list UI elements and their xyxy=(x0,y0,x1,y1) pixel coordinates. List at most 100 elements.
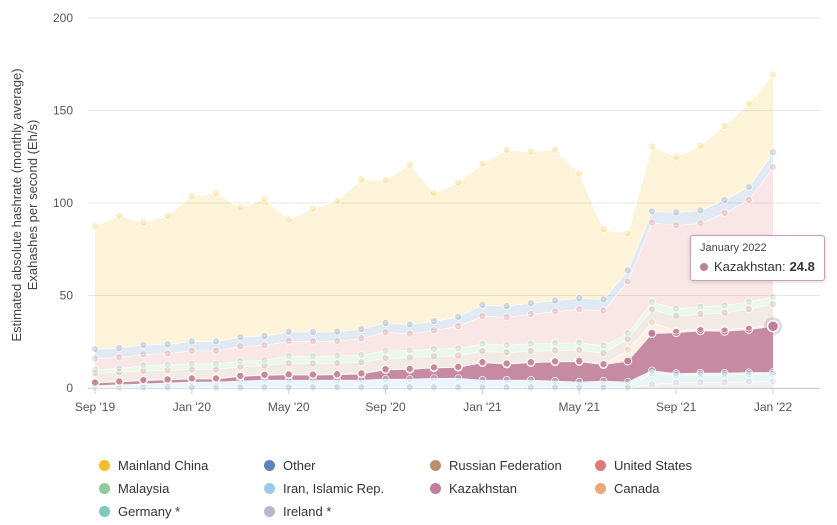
data-point[interactable] xyxy=(454,383,463,392)
data-point[interactable] xyxy=(260,361,269,370)
data-point[interactable] xyxy=(405,364,414,373)
data-point[interactable] xyxy=(454,322,463,330)
data-point[interactable] xyxy=(527,358,535,366)
legend-item[interactable]: Iran, Islamic Rep. xyxy=(264,481,384,496)
data-point[interactable] xyxy=(139,218,148,227)
data-point[interactable] xyxy=(478,376,487,384)
data-point[interactable] xyxy=(212,346,220,355)
data-point[interactable] xyxy=(744,323,753,332)
data-point[interactable] xyxy=(744,183,753,191)
area-ireland[interactable] xyxy=(95,381,773,388)
data-point[interactable] xyxy=(551,376,559,385)
data-point[interactable] xyxy=(381,319,390,327)
data-point[interactable] xyxy=(696,310,705,318)
data-point[interactable] xyxy=(381,365,390,373)
data-point[interactable] xyxy=(744,324,754,334)
data-point[interactable] xyxy=(333,197,341,205)
data-point[interactable] xyxy=(381,354,390,362)
data-point[interactable] xyxy=(502,313,511,321)
data-point[interactable] xyxy=(357,358,366,367)
data-point[interactable] xyxy=(284,352,293,360)
data-point[interactable] xyxy=(720,122,729,130)
data-point[interactable] xyxy=(623,277,632,286)
data-point[interactable] xyxy=(672,326,680,335)
data-point[interactable] xyxy=(671,328,681,337)
data-point[interactable] xyxy=(357,325,366,333)
area-kazakhstan[interactable] xyxy=(95,326,773,386)
data-point[interactable] xyxy=(527,147,535,156)
data-point[interactable] xyxy=(696,219,705,228)
data-point[interactable] xyxy=(502,376,511,384)
data-point[interactable] xyxy=(212,365,220,373)
data-point[interactable] xyxy=(430,352,438,360)
data-point[interactable] xyxy=(769,370,777,378)
data-point[interactable] xyxy=(623,383,632,392)
data-point[interactable] xyxy=(527,383,535,392)
data-point[interactable] xyxy=(696,369,705,377)
data-point[interactable] xyxy=(599,341,608,350)
data-point[interactable] xyxy=(260,370,269,379)
data-point[interactable] xyxy=(720,370,729,379)
data-point[interactable] xyxy=(720,209,729,217)
data-point[interactable] xyxy=(551,357,559,366)
data-point[interactable] xyxy=(502,341,511,349)
data-point[interactable] xyxy=(405,375,414,383)
data-point[interactable] xyxy=(139,361,148,370)
data-point[interactable] xyxy=(454,344,463,353)
data-point[interactable] xyxy=(527,347,535,355)
data-point[interactable] xyxy=(430,189,438,197)
data-point[interactable] xyxy=(284,359,293,368)
data-point[interactable] xyxy=(648,369,656,378)
data-point[interactable] xyxy=(696,324,705,333)
data-point[interactable] xyxy=(744,196,753,204)
data-point[interactable] xyxy=(260,383,269,392)
data-point[interactable] xyxy=(91,354,99,363)
data-point[interactable] xyxy=(260,332,269,340)
data-point[interactable] xyxy=(163,349,172,358)
data-point[interactable] xyxy=(430,374,438,382)
data-point[interactable] xyxy=(623,377,632,386)
data-point[interactable] xyxy=(188,374,196,383)
data-point[interactable] xyxy=(405,329,414,338)
data-point[interactable] xyxy=(623,229,632,238)
data-point[interactable] xyxy=(212,383,220,392)
data-point[interactable] xyxy=(357,383,366,392)
data-point[interactable] xyxy=(744,297,753,306)
data-point[interactable] xyxy=(405,353,414,362)
data-point[interactable] xyxy=(623,346,632,354)
data-point[interactable] xyxy=(309,337,317,345)
legend-item[interactable]: Malaysia xyxy=(99,481,169,496)
data-point[interactable] xyxy=(551,145,559,154)
data-point[interactable] xyxy=(357,175,366,184)
data-point[interactable] xyxy=(599,360,608,368)
data-point[interactable] xyxy=(575,294,584,302)
data-point[interactable] xyxy=(188,337,196,346)
legend-item[interactable]: Germany * xyxy=(99,504,180,519)
data-point[interactable] xyxy=(309,204,317,213)
data-point[interactable] xyxy=(309,352,317,360)
data-point[interactable] xyxy=(284,327,293,336)
data-point[interactable] xyxy=(648,218,656,227)
data-point[interactable] xyxy=(551,383,559,392)
data-point[interactable] xyxy=(696,141,705,150)
data-point[interactable] xyxy=(454,362,463,371)
data-point[interactable] xyxy=(115,364,124,373)
data-point[interactable] xyxy=(236,342,245,350)
data-point[interactable] xyxy=(454,312,463,321)
data-point[interactable] xyxy=(720,378,729,386)
data-point[interactable] xyxy=(91,222,99,230)
data-point[interactable] xyxy=(115,377,124,386)
data-point[interactable] xyxy=(720,301,729,310)
legend-item[interactable]: Ireland * xyxy=(264,504,331,519)
data-point[interactable] xyxy=(284,337,293,345)
data-point[interactable] xyxy=(260,195,269,203)
data-point[interactable] xyxy=(648,380,656,389)
data-point[interactable] xyxy=(527,339,535,348)
data-point[interactable] xyxy=(769,377,777,386)
data-point[interactable] xyxy=(744,305,753,313)
data-point[interactable] xyxy=(527,376,535,384)
data-point[interactable] xyxy=(212,337,220,346)
data-point[interactable] xyxy=(551,346,559,355)
data-point[interactable] xyxy=(527,310,535,318)
data-point[interactable] xyxy=(236,203,245,212)
